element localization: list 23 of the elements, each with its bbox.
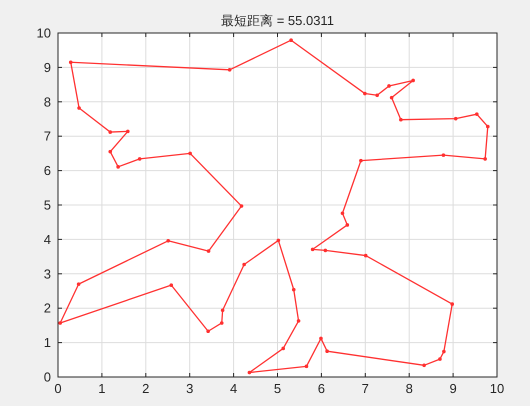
x-tick-label: 1 xyxy=(98,381,106,396)
x-tick-label: 10 xyxy=(490,381,504,396)
y-tick-label: 1 xyxy=(44,335,51,350)
x-tick-label: 7 xyxy=(362,381,369,396)
x-tick-label: 4 xyxy=(230,381,238,396)
x-tick-label: 0 xyxy=(54,381,62,396)
y-tick-label: 8 xyxy=(44,94,51,110)
chart-title: 最短距离 = 55.0311 xyxy=(221,13,334,28)
x-tick-label: 5 xyxy=(274,381,282,396)
y-tick-label: 4 xyxy=(44,232,51,247)
x-tick-label: 3 xyxy=(186,381,194,396)
y-tick-label: 6 xyxy=(44,163,51,178)
x-tick-label: 8 xyxy=(406,381,413,396)
y-tick-label: 5 xyxy=(44,198,51,212)
x-tick-label: 2 xyxy=(142,381,150,396)
y-tick-label: 0 xyxy=(44,370,51,384)
y-tick-label: 9 xyxy=(44,60,51,75)
x-tick-label: 9 xyxy=(449,381,457,396)
x-tick-label: 6 xyxy=(318,381,326,396)
y-tick-label: 7 xyxy=(44,128,51,144)
y-tick-label: 2 xyxy=(44,300,51,316)
y-tick-label: 3 xyxy=(44,266,51,282)
y-tick-label: 10 xyxy=(36,26,51,40)
